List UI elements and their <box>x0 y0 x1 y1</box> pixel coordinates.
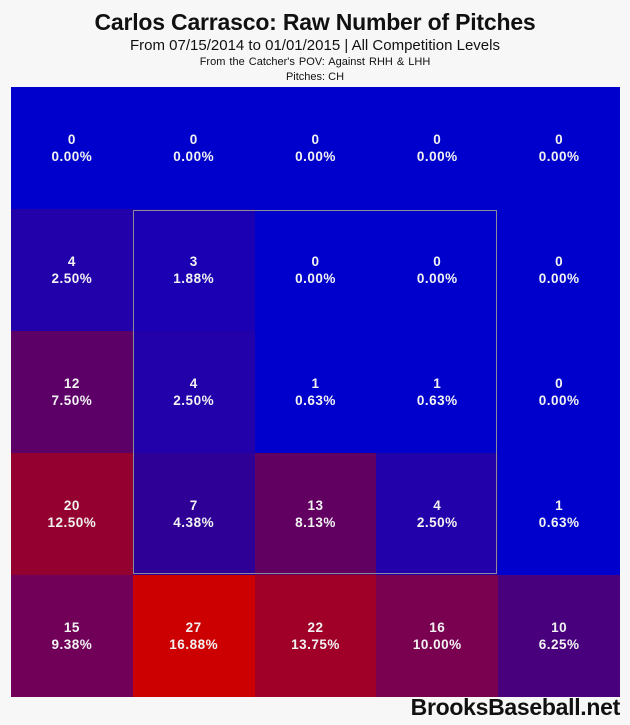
heatmap-cell: 1 0.63% <box>254 331 377 453</box>
cell-percent: 2.50% <box>173 393 215 408</box>
heatmap-cell: 0 0.00% <box>498 331 620 453</box>
heatmap-cell: 13 8.13% <box>254 453 377 575</box>
cell-percent: 0.00% <box>538 393 580 408</box>
heatmap-cell: 0 0.00% <box>376 87 499 209</box>
chart-title: Carlos Carrasco: Raw Number of Pitches <box>94 9 536 35</box>
cell-percent: 0.00% <box>173 149 215 164</box>
cell-count: 1 <box>311 376 320 391</box>
cell-percent: 0.00% <box>51 149 93 164</box>
chart-subtitle: From 07/15/2014 to 01/01/2015 | All Comp… <box>130 37 500 54</box>
heatmap-cell: 0 0.00% <box>254 87 377 209</box>
cell-count: 4 <box>67 254 76 269</box>
heatmap-cell: 22 13.75% <box>254 575 377 697</box>
cell-percent: 0.00% <box>416 149 458 164</box>
heatmap-cell: 27 16.88% <box>132 575 255 697</box>
cell-count: 10 <box>551 620 568 635</box>
cell-percent: 2.50% <box>51 271 93 286</box>
cell-count: 0 <box>189 132 198 147</box>
cell-percent: 9.38% <box>51 637 93 652</box>
pov-label: From the Catcher's POV: Against RHH & LH… <box>199 56 431 68</box>
cell-count: 3 <box>189 254 198 269</box>
cell-percent: 16.88% <box>169 637 219 652</box>
cell-count: 12 <box>63 376 80 391</box>
cell-count: 13 <box>307 498 324 513</box>
cell-count: 0 <box>311 254 320 269</box>
cell-percent: 4.38% <box>173 515 215 530</box>
heatmap-cell: 4 2.50% <box>376 453 499 575</box>
cell-count: 22 <box>307 620 324 635</box>
heatmap-cell: 0 0.00% <box>376 209 499 331</box>
cell-count: 0 <box>555 254 564 269</box>
cell-count: 7 <box>189 498 198 513</box>
cell-count: 0 <box>433 254 442 269</box>
heatmap-cell: 0 0.00% <box>498 87 620 209</box>
cell-percent: 0.63% <box>416 393 458 408</box>
heatmap-cell: 0 0.00% <box>132 87 255 209</box>
cell-percent: 8.13% <box>295 515 336 530</box>
pitch-type-label: Pitches: CH <box>285 71 345 83</box>
cell-percent: 1.88% <box>173 271 215 286</box>
cell-count: 1 <box>433 376 442 391</box>
cell-count: 0 <box>555 132 564 147</box>
cell-percent: 0.00% <box>295 149 336 164</box>
brand-watermark: BrooksBaseball.net <box>410 694 621 720</box>
heatmap-cell: 7 4.38% <box>132 453 255 575</box>
heatmap-cell: 15 9.38% <box>11 575 133 697</box>
heatmap-cell: 0 0.00% <box>498 209 620 331</box>
cell-percent: 10.00% <box>412 637 462 652</box>
heatmap-cell: 0 0.00% <box>254 209 377 331</box>
cell-percent: 0.00% <box>538 271 580 286</box>
cell-count: 0 <box>67 132 76 147</box>
cell-count: 4 <box>189 376 198 391</box>
cell-percent: 0.00% <box>295 271 336 286</box>
heatmap-cell: 3 1.88% <box>132 209 255 331</box>
cell-percent: 2.50% <box>416 515 458 530</box>
cell-count: 16 <box>429 620 446 635</box>
heatmap-cell: 0 0.00% <box>11 87 133 209</box>
cell-percent: 0.00% <box>538 149 580 164</box>
heatmap-cell: 1 0.63% <box>498 453 620 575</box>
cell-count: 4 <box>433 498 442 513</box>
cell-count: 0 <box>311 132 320 147</box>
heatmap-cell: 20 12.50% <box>11 453 133 575</box>
cell-percent: 0.63% <box>295 393 336 408</box>
cell-count: 1 <box>555 498 564 513</box>
cell-percent: 0.63% <box>538 515 580 530</box>
heatmap-cell: 12 7.50% <box>11 331 133 453</box>
cell-percent: 0.00% <box>416 271 458 286</box>
cell-count: 20 <box>63 498 80 513</box>
cell-percent: 13.75% <box>291 637 340 652</box>
heatmap-grid: 0 0.00% 0 0.00% 0 0.00% 0 0.00% 0 0.00% 4 2.50% 3 1.8… <box>11 87 620 697</box>
cell-count: 15 <box>63 620 80 635</box>
heatmap-cell: 16 10.00% <box>376 575 499 697</box>
cell-percent: 6.25% <box>538 637 580 652</box>
cell-count: 0 <box>433 132 442 147</box>
cell-count: 27 <box>185 620 202 635</box>
heatmap-cell: 10 6.25% <box>498 575 620 697</box>
cell-count: 0 <box>555 376 564 391</box>
heatmap-cell: 1 0.63% <box>376 331 499 453</box>
cell-percent: 7.50% <box>51 393 93 408</box>
heatmap-cell: 4 2.50% <box>132 331 255 453</box>
heatmap-cell: 4 2.50% <box>11 209 133 331</box>
cell-percent: 12.50% <box>47 515 97 530</box>
